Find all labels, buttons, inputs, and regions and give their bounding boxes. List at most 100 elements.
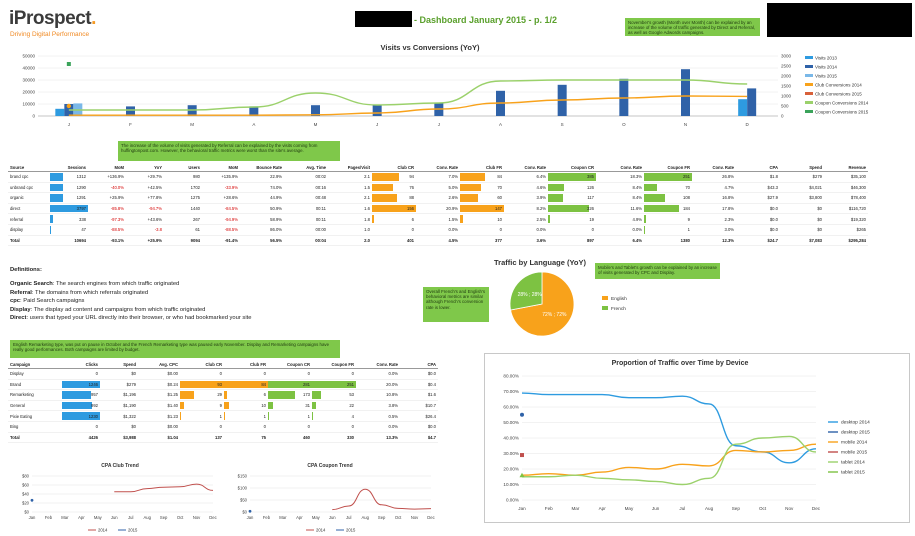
source-cell: 8.2% <box>504 203 548 215</box>
source-cell: 1440 <box>164 203 202 215</box>
source-cell: +42.5% <box>126 182 164 194</box>
x-tick-label: M <box>314 122 318 127</box>
data-bar <box>224 412 225 420</box>
data-bar <box>312 401 316 410</box>
campaign-name: Remarketing <box>8 389 62 401</box>
logo-text: iProspect <box>9 8 92 29</box>
y-tick-label: $80 <box>22 474 30 479</box>
campaign-cell: 0 <box>180 421 224 433</box>
total-cell: +25.9% <box>126 234 164 247</box>
legend-label: French <box>611 306 626 312</box>
x-tick-label: Aug <box>705 506 714 511</box>
campaign-cell: 20.0% <box>356 379 400 391</box>
data-bar <box>372 183 394 192</box>
x-tick-label: O <box>622 122 626 127</box>
source-cell: 3797 <box>50 203 88 215</box>
cell-value: 22 <box>349 403 354 409</box>
y-tick-label: 80.00% <box>503 374 519 379</box>
cell-value: 184 <box>683 206 690 212</box>
cell-value: 126 <box>587 184 594 190</box>
cell-value: 0 <box>499 227 502 233</box>
language-chart-title: Traffic by Language (YoY) <box>494 258 586 267</box>
bar-visits-2014 <box>372 105 382 116</box>
pie-slice-french <box>509 271 543 311</box>
data-bar <box>372 194 397 202</box>
campaign-cell: $1,322 <box>100 410 138 422</box>
series-point-tablet-2015 <box>519 472 525 478</box>
campaign-cell: $1.23 <box>138 410 180 422</box>
cell-value: 156 <box>407 206 414 212</box>
cell-value: 1 <box>307 413 310 419</box>
data-bar <box>372 215 374 223</box>
x-tick-label: Oct <box>177 515 184 520</box>
legend-label: Visits 2013 <box>815 56 837 61</box>
campaign-cell: 0 <box>224 421 268 433</box>
campaign-cell: 6 <box>224 389 268 401</box>
campaign-name: General <box>8 400 62 412</box>
source-cell: 147 <box>460 203 504 215</box>
campaign-row: General 992 $1,190 $1.40 9 10 31 22 3.8% $10.7 <box>8 400 438 412</box>
source-col-header: Conv. Rate <box>416 163 460 172</box>
campaign-cell: $0.24 <box>138 379 180 391</box>
source-cell: 1.5% <box>416 213 460 225</box>
cell-value: 84 <box>261 381 266 387</box>
source-cell: 00:16 <box>284 182 328 194</box>
campaign-cell: $279 <box>100 379 138 391</box>
campaign-cell: 9 <box>180 400 224 412</box>
page-title: - Dashboard January 2015 - p. 1/2 <box>414 15 558 25</box>
x-tick-label: D <box>746 122 750 127</box>
campaign-cell: 0.0% <box>356 421 400 433</box>
x-tick-label: S <box>561 122 564 127</box>
data-bar <box>644 183 658 192</box>
source-col-header: Conv. Rate <box>692 163 736 172</box>
source-cell: 1275 <box>164 192 202 204</box>
total-cell: $295,284 <box>824 234 868 247</box>
source-cell: 2.6% <box>416 192 460 204</box>
cell-value: 19 <box>589 216 594 222</box>
x-tick-label: Sep <box>160 515 168 520</box>
cell-value: 4 <box>351 413 354 419</box>
campaign-col-header: Conv. Rate <box>356 360 400 369</box>
x-tick-label: Feb <box>263 515 271 520</box>
source-cell: 16.8% <box>692 192 736 204</box>
campaign-cell: 0.0% <box>356 368 400 380</box>
legend-label: 2015 <box>128 528 138 533</box>
data-bar <box>548 173 596 181</box>
y-right-tick: 3000 <box>781 54 792 59</box>
campaign-cell: 10 <box>224 400 268 412</box>
x-tick-label: N <box>684 122 687 127</box>
x-tick-label: Dec <box>427 515 434 520</box>
source-name: display <box>8 224 50 236</box>
campaign-cell: 93 <box>180 379 224 391</box>
logo-dot: . <box>91 8 96 29</box>
x-tick-label: Oct <box>395 515 402 520</box>
total-cell: $24.7 <box>736 234 780 247</box>
x-tick-label: Mar <box>61 515 69 520</box>
definitions-title: Definitions: <box>10 267 42 273</box>
x-tick-label: Jun <box>652 506 660 511</box>
data-bar <box>268 380 312 389</box>
source-cell: 00:00 <box>284 224 328 236</box>
campaign-col-header: CPA <box>400 360 438 369</box>
x-tick-label: Jan <box>29 515 36 520</box>
cell-value: 1312 <box>76 174 86 180</box>
source-cell: 184 <box>644 203 692 215</box>
campaign-cell: $1.6 <box>400 389 438 401</box>
definition-term: Direct <box>10 315 27 322</box>
language-pie-chart: 72% ; 72% 28% ; 28% English French <box>509 271 627 337</box>
x-tick-label: Jul <box>346 515 351 520</box>
source-cell: 326 <box>548 203 596 215</box>
campaign-cell: 957 <box>62 389 100 401</box>
source-cell: -94.7% <box>126 203 164 215</box>
data-bar <box>644 215 646 223</box>
data-bar <box>224 380 268 389</box>
x-tick-label: May <box>312 515 321 520</box>
campaign-row: Display 0 $0 $0.00 0 0 0 0 0.0% $0.0 <box>8 368 438 380</box>
source-cell: 156 <box>372 203 416 215</box>
campaign-cell: 1 <box>180 410 224 422</box>
campaign-cell: 0 <box>180 368 224 380</box>
source-col-header: Coupon FR <box>644 163 692 172</box>
y-left-tick: 30000 <box>22 78 35 83</box>
device-chart: 80.00% 70.00% 60.00% 50.00% 40.00% 30.00% 20.0… <box>503 374 870 512</box>
source-cell: 00:11 <box>284 203 328 215</box>
